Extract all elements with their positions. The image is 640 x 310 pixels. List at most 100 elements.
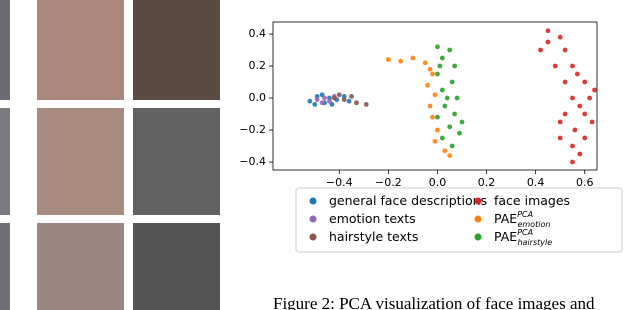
point xyxy=(557,119,563,125)
photo xyxy=(0,223,10,310)
point xyxy=(432,138,438,144)
point xyxy=(545,39,551,45)
x-tick-label: −0.2 xyxy=(375,176,402,189)
x-tick-label: 0.0 xyxy=(429,176,447,189)
point xyxy=(452,63,458,69)
y-tick-label: 0.4 xyxy=(249,27,267,40)
point xyxy=(314,97,320,102)
point xyxy=(589,119,595,125)
legend-marker xyxy=(309,215,317,223)
point xyxy=(562,47,568,53)
point xyxy=(336,92,342,98)
legend-sup: PCA xyxy=(517,210,533,219)
point xyxy=(349,94,354,99)
point xyxy=(346,98,352,104)
point xyxy=(557,135,563,141)
y-tick-label: −0.4 xyxy=(239,155,266,168)
x-tick-label: 0.4 xyxy=(527,176,545,189)
point xyxy=(577,103,583,109)
point xyxy=(422,60,428,66)
point xyxy=(447,124,453,130)
legend-sub: emotion xyxy=(517,220,550,229)
photo xyxy=(37,223,124,310)
legend-name: PAE xyxy=(494,211,517,226)
point xyxy=(435,44,440,50)
point xyxy=(570,159,575,165)
photo xyxy=(0,108,10,215)
point xyxy=(447,153,453,159)
legend-name: face images xyxy=(494,193,570,208)
photo xyxy=(0,0,10,100)
x-tick-label: 0.2 xyxy=(478,176,496,189)
point xyxy=(570,143,575,149)
point xyxy=(307,98,313,104)
point xyxy=(592,87,597,93)
point xyxy=(449,79,455,85)
point xyxy=(457,130,462,136)
point xyxy=(435,114,440,120)
legend-box xyxy=(295,187,623,253)
legend-label: PAEPCA hairstyle xyxy=(494,228,552,247)
legend-marker xyxy=(474,197,482,205)
face-grid xyxy=(0,0,220,310)
legend-sub: hairstyle xyxy=(517,238,552,247)
point xyxy=(432,92,438,98)
y-tick-label: 0.0 xyxy=(249,91,267,104)
legend-sup: PCA xyxy=(517,228,533,237)
point xyxy=(545,28,551,34)
point xyxy=(439,135,445,141)
point xyxy=(327,98,332,104)
photo xyxy=(37,108,124,215)
point xyxy=(459,119,465,125)
point xyxy=(427,103,433,109)
point xyxy=(430,114,435,120)
point xyxy=(439,55,445,61)
caption: Figure 2: PCA visualization of face imag… xyxy=(273,294,595,310)
x-tick-label: −0.4 xyxy=(326,176,353,189)
point xyxy=(552,63,558,69)
point xyxy=(385,57,391,62)
legend-name: hairstyle texts xyxy=(329,229,418,244)
legend-label: PAEPCA emotion xyxy=(494,210,550,229)
point xyxy=(430,71,435,77)
legend-marker xyxy=(474,215,482,223)
legend-name: general face descriptions xyxy=(329,193,487,208)
x-tick-label: 0.6 xyxy=(576,176,594,189)
point xyxy=(570,63,575,69)
point xyxy=(410,55,416,61)
point xyxy=(574,71,580,77)
point xyxy=(444,95,450,101)
y-tick-label: 0.2 xyxy=(249,59,267,72)
point xyxy=(452,111,458,117)
point xyxy=(582,111,588,117)
point xyxy=(570,95,575,101)
photo xyxy=(133,108,220,215)
point xyxy=(577,151,583,157)
legend-label: emotion texts xyxy=(329,211,416,226)
legend-name: emotion texts xyxy=(329,211,416,226)
point xyxy=(425,82,431,88)
point xyxy=(454,95,460,101)
point xyxy=(442,103,448,109)
point xyxy=(449,143,455,149)
plot-frame xyxy=(272,21,598,171)
point xyxy=(435,71,440,77)
photo xyxy=(37,0,124,100)
point xyxy=(363,102,369,107)
point xyxy=(331,95,337,101)
legend-marker xyxy=(474,233,482,241)
point xyxy=(439,87,445,93)
point xyxy=(312,102,318,107)
legend-marker xyxy=(309,197,317,205)
photo xyxy=(133,0,220,100)
point xyxy=(587,95,593,101)
point xyxy=(322,95,327,101)
point xyxy=(354,100,359,106)
point xyxy=(582,79,588,85)
point xyxy=(442,148,448,154)
legend-label: face images xyxy=(494,193,570,208)
point xyxy=(562,111,568,117)
point xyxy=(341,97,347,102)
